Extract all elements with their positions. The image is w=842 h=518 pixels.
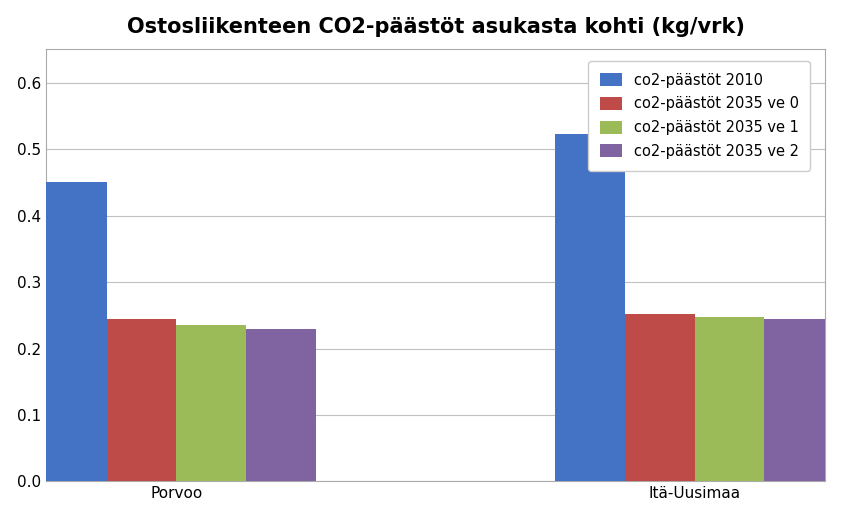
Bar bbox=[246, 328, 316, 481]
Bar bbox=[695, 316, 765, 481]
Bar bbox=[177, 325, 246, 481]
Bar bbox=[765, 319, 834, 481]
Legend: co2-päästöt 2010, co2-päästöt 2035 ve 0, co2-päästöt 2035 ve 1, co2-päästöt 2035: co2-päästöt 2010, co2-päästöt 2035 ve 0,… bbox=[589, 61, 810, 170]
Title: Ostosliikenteen CO2-päästöt asukasta kohti (kg/vrk): Ostosliikenteen CO2-päästöt asukasta koh… bbox=[126, 17, 744, 37]
Bar bbox=[37, 182, 107, 481]
Bar bbox=[107, 319, 177, 481]
Bar bbox=[556, 134, 625, 481]
Bar bbox=[625, 314, 695, 481]
